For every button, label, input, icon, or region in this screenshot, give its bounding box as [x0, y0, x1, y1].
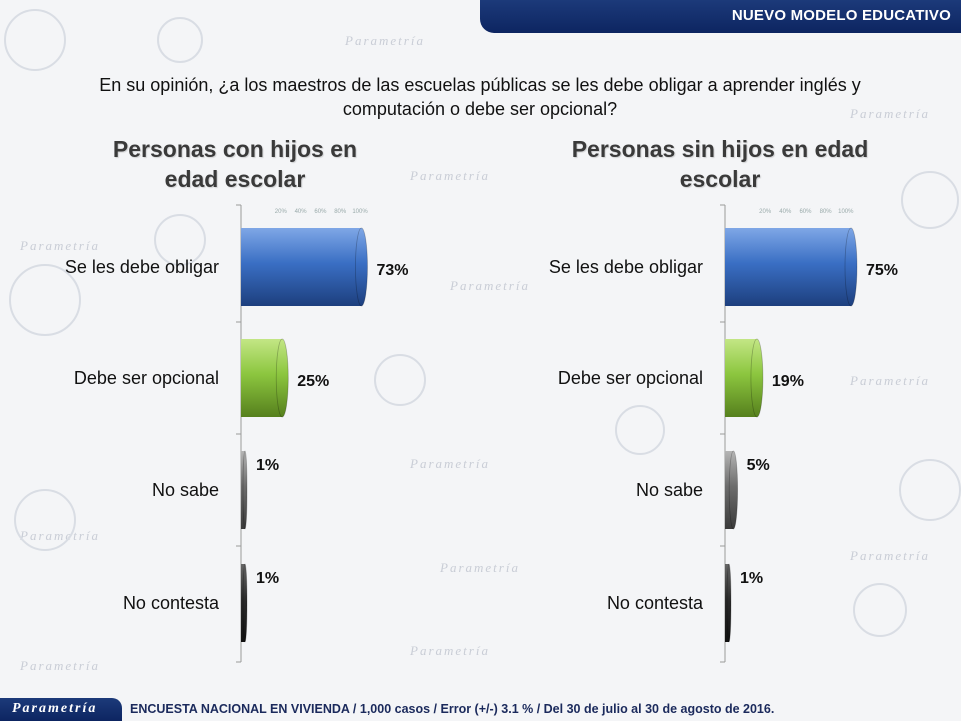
left-bar-cap-2 — [242, 450, 248, 530]
left-tick-label: 20% — [275, 209, 288, 215]
right-tick-label: 40% — [779, 209, 792, 215]
left-value-label: 73% — [376, 262, 408, 279]
right-bar-cap-0 — [844, 227, 858, 307]
watermark-text: Parametría — [409, 643, 490, 658]
watermark-circle — [901, 171, 959, 229]
watermark-text: Parametría — [449, 278, 530, 293]
watermark-text: Parametría — [849, 548, 930, 563]
survey-question: En su opinión, ¿a los maestros de las es… — [99, 75, 861, 119]
right-tick-label: 80% — [820, 209, 833, 215]
watermark-text: Parametría — [849, 106, 930, 121]
right-bar-cap-1 — [750, 338, 764, 418]
left-tick-label: 60% — [314, 209, 327, 215]
survey-footnote: ENCUESTA NACIONAL EN VIVIENDA / 1,000 ca… — [130, 702, 775, 716]
watermark-text: Parametría — [409, 456, 490, 471]
right-value-label: 1% — [740, 570, 763, 587]
watermark-text: Parametría — [19, 238, 100, 253]
watermark-text: Parametría — [19, 658, 100, 673]
left-tick-label: 100% — [352, 209, 368, 215]
watermark-circle — [4, 9, 66, 71]
left-value-label: 1% — [256, 570, 279, 587]
watermark-circle — [9, 264, 81, 336]
left-bar-cap-0 — [355, 227, 368, 307]
brand-name: Parametría — [12, 701, 98, 716]
header-title: NUEVO MODELO EDUCATIVO — [731, 7, 951, 24]
left-category-label: No contesta — [123, 593, 220, 613]
left-tick-label: 80% — [334, 209, 347, 215]
left-category-label: Debe ser opcional — [74, 368, 219, 388]
right-value-label: 19% — [772, 373, 804, 390]
right-bar-cap-3 — [726, 563, 732, 643]
right-tick-label: 20% — [759, 209, 772, 215]
watermark-text: Parametría — [19, 528, 100, 543]
right-value-label: 75% — [866, 262, 898, 279]
right-category-label: Debe ser opcional — [558, 368, 703, 388]
left-bar-cap-1 — [275, 338, 289, 418]
left-category-label: No sabe — [152, 480, 219, 500]
left-category-label: Se les debe obligar — [65, 257, 219, 277]
right-category-label: No sabe — [636, 480, 703, 500]
left-value-label: 25% — [297, 373, 329, 390]
right-tick-label: 60% — [799, 209, 812, 215]
watermark-circle — [14, 489, 76, 551]
watermark-circle — [615, 405, 665, 455]
left-tick-label: 40% — [295, 209, 308, 215]
header-bar: NUEVO MODELO EDUCATIVO — [480, 0, 961, 33]
watermark-circle — [374, 354, 426, 406]
right-tick-label: 100% — [838, 209, 854, 215]
right-value-label: 5% — [747, 457, 770, 474]
watermark-text: Parametría — [439, 560, 520, 575]
watermark-text: Parametría — [409, 168, 490, 183]
watermark-circle — [157, 17, 203, 63]
right-category-label: No contesta — [607, 593, 704, 613]
left-value-label: 1% — [256, 457, 279, 474]
left-bar-0 — [241, 228, 362, 306]
right-category-label: Se les debe obligar — [549, 257, 703, 277]
right-bar-cap-2 — [728, 450, 739, 530]
watermark-text: Parametría — [849, 373, 930, 388]
left-chart-title: Personas con hijos en edad escolar — [112, 136, 358, 192]
watermark-text: Parametría — [344, 33, 425, 48]
left-bar-1 — [241, 339, 283, 417]
parametria-logo: Parametría — [0, 698, 122, 721]
watermark-circle — [899, 459, 961, 521]
watermark-circle — [154, 214, 206, 266]
right-bar-0 — [725, 228, 851, 306]
right-chart-title: Personas sin hijos en edad escolar — [571, 136, 869, 192]
watermark-circle — [853, 583, 907, 637]
left-bar-cap-3 — [242, 563, 248, 643]
